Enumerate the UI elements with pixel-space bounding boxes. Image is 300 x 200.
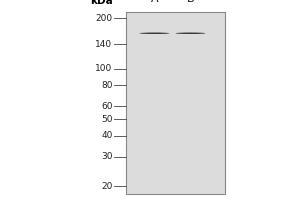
Text: 200: 200	[95, 14, 112, 23]
Text: 80: 80	[101, 81, 112, 90]
Text: 50: 50	[101, 115, 112, 124]
Text: A: A	[151, 0, 158, 4]
Text: 30: 30	[101, 152, 112, 161]
Text: 140: 140	[95, 40, 112, 49]
Text: 40: 40	[101, 131, 112, 140]
Ellipse shape	[176, 33, 206, 34]
Text: kDa: kDa	[90, 0, 112, 6]
Text: 60: 60	[101, 102, 112, 111]
Bar	[126, 12, 225, 194]
Text: B: B	[187, 0, 194, 4]
Ellipse shape	[140, 33, 169, 34]
Text: 100: 100	[95, 64, 112, 73]
Text: 20: 20	[101, 182, 112, 191]
